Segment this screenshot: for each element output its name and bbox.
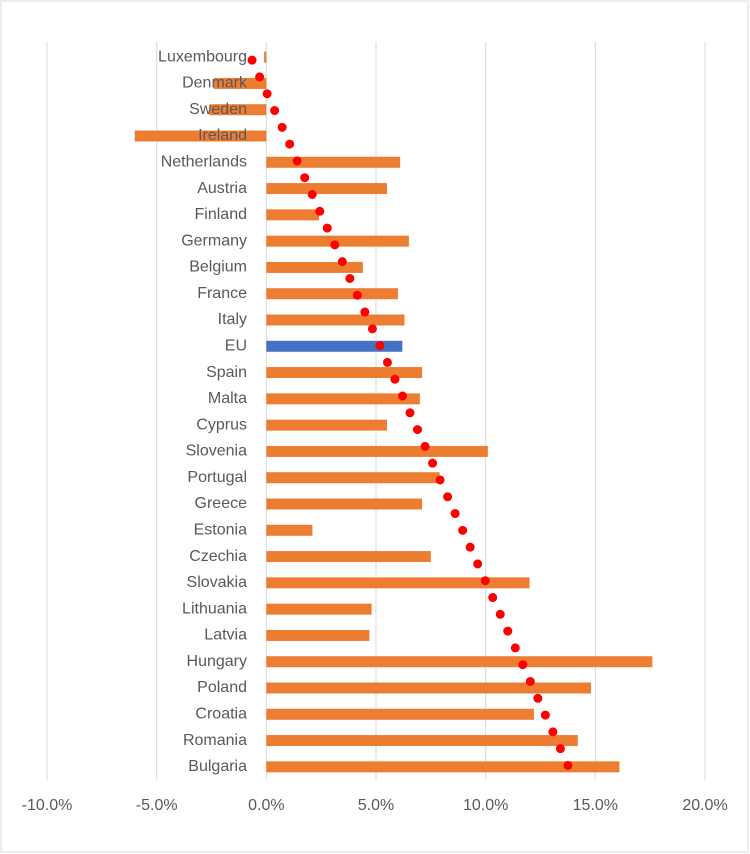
- bar: [266, 551, 431, 563]
- y-tick-label: Sweden: [189, 101, 247, 118]
- bar: [266, 261, 363, 273]
- y-tick-label: Luxembourg: [158, 48, 247, 65]
- y-tick-label: Netherlands: [161, 154, 247, 171]
- bar: [266, 577, 530, 589]
- x-tick-label: 5.0%: [358, 797, 394, 814]
- y-tick-label: Poland: [197, 679, 247, 696]
- bar: [266, 156, 401, 168]
- x-tick-label: 10.0%: [463, 797, 508, 814]
- y-tick-label: Spain: [206, 364, 247, 381]
- y-tick-label: Slovakia: [187, 574, 248, 591]
- y-tick-label: Austria: [197, 180, 247, 197]
- bar: [266, 209, 319, 221]
- y-tick-label: Slovenia: [186, 443, 247, 460]
- x-tick-label: -10.0%: [22, 797, 73, 814]
- bar: [266, 340, 403, 352]
- bar: [134, 130, 267, 142]
- y-tick-label: Denmark: [182, 75, 248, 92]
- x-tick-label: 0.0%: [248, 797, 284, 814]
- y-tick-label: Finland: [195, 206, 247, 223]
- bar: [266, 629, 370, 641]
- y-tick-label: Romania: [183, 732, 247, 749]
- y-tick-label: Czechia: [189, 548, 247, 565]
- y-tick-label: Greece: [195, 495, 248, 512]
- y-tick-label: Malta: [208, 390, 247, 407]
- bar: [266, 445, 488, 457]
- bar: [266, 472, 440, 484]
- bar: [264, 51, 267, 63]
- bar: [266, 735, 578, 747]
- bar: [266, 498, 423, 510]
- bar: [266, 183, 387, 195]
- bar: [266, 761, 620, 773]
- x-tick-label: 20.0%: [682, 797, 727, 814]
- y-tick-label: Germany: [181, 232, 247, 249]
- bar: [266, 288, 398, 300]
- x-tick-label: 15.0%: [573, 797, 618, 814]
- bar: [266, 393, 420, 405]
- y-tick-label: Ireland: [198, 127, 247, 144]
- y-tick-label: Lithuania: [182, 600, 247, 617]
- bar: [266, 235, 409, 247]
- y-tick-label: Portugal: [187, 469, 247, 486]
- y-tick-label: Latvia: [204, 627, 247, 644]
- y-tick-label: Bulgaria: [188, 758, 247, 775]
- y-tick-label: Belgium: [189, 259, 247, 276]
- bar: [209, 104, 267, 116]
- bar: [266, 367, 423, 379]
- y-tick-label: EU: [225, 338, 247, 355]
- y-tick-label: Italy: [218, 311, 247, 328]
- y-tick-label: Croatia: [195, 706, 247, 723]
- x-tick-label: -5.0%: [136, 797, 178, 814]
- bar: [213, 77, 267, 89]
- bar: [266, 419, 387, 431]
- bar: [266, 656, 653, 668]
- y-tick-label: France: [197, 285, 247, 302]
- bar: [266, 524, 313, 536]
- trendline: [247, 55, 574, 773]
- bar: [266, 603, 372, 615]
- y-tick-label: Hungary: [187, 653, 247, 670]
- bar: [266, 682, 591, 694]
- y-tick-label: Estonia: [194, 522, 247, 539]
- bar: [266, 314, 405, 326]
- y-tick-label: Cyprus: [196, 416, 247, 433]
- bar: [266, 708, 534, 720]
